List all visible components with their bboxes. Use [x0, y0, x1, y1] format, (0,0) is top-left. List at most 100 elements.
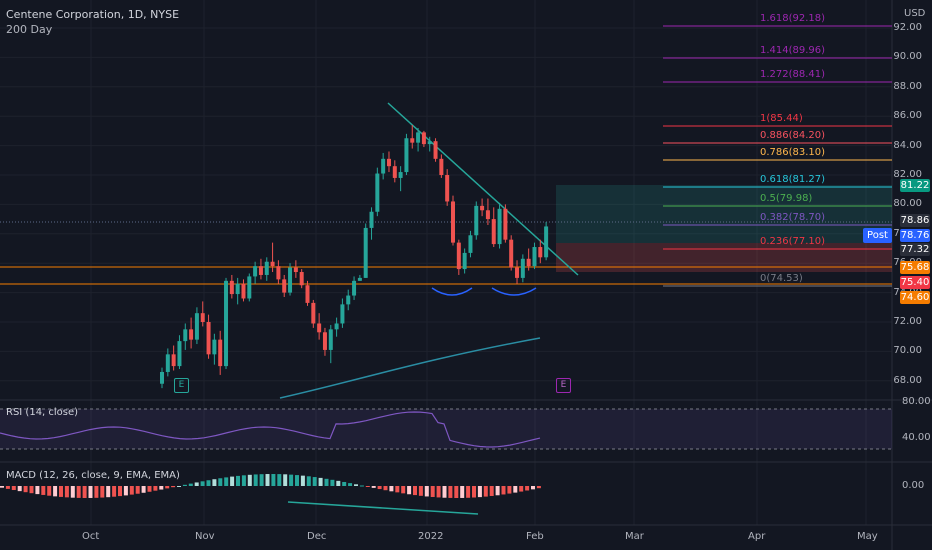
macd-histogram-bar — [129, 486, 134, 495]
rsi-axis-low: 40.00 — [902, 432, 931, 443]
price-badge: 78.86 — [900, 214, 930, 227]
candle-body — [532, 247, 537, 267]
macd-histogram-bar — [454, 486, 459, 498]
candle-body — [253, 266, 258, 277]
fib-label: 0.886(84.20) — [760, 130, 826, 141]
macd-histogram-bar — [389, 486, 394, 492]
time-axis-label: May — [857, 531, 878, 542]
macd-histogram-bar — [41, 486, 46, 495]
macd-histogram-bar — [519, 486, 524, 492]
candle-body — [189, 329, 194, 340]
candle-body — [381, 158, 386, 174]
macd-histogram-bar — [64, 486, 69, 498]
candle-body — [357, 277, 362, 281]
earnings-marker[interactable]: E — [174, 378, 189, 393]
macd-histogram-bar — [495, 486, 500, 496]
candle-body — [375, 173, 380, 212]
time-axis-label: Dec — [307, 531, 327, 542]
symbol-title[interactable]: Centene Corporation, 1D, NYSE — [6, 8, 180, 21]
candle-body — [538, 247, 543, 258]
fib-label: 1.618(92.18) — [760, 13, 826, 24]
target-zone — [556, 185, 892, 243]
macd-histogram-bar — [200, 481, 205, 486]
price-badge: 81.22 — [900, 179, 930, 192]
price-axis-label: 82.00 — [893, 169, 922, 180]
macd-histogram-bar — [507, 486, 512, 494]
macd-histogram-bar — [188, 483, 193, 486]
candle-body — [200, 313, 205, 322]
macd-histogram-bar — [318, 477, 323, 486]
macd-histogram-bar — [230, 476, 235, 486]
price-axis-label: 70.00 — [893, 345, 922, 357]
macd-histogram-bar — [23, 486, 28, 493]
macd-histogram-bar — [35, 486, 40, 495]
macd-histogram-bar — [483, 486, 488, 497]
macd-histogram-bar — [11, 486, 16, 491]
macd-histogram-bar — [442, 486, 447, 498]
macd-histogram-bar — [283, 474, 288, 486]
candle-body — [515, 267, 520, 278]
earnings-marker-upcoming[interactable]: E — [556, 378, 571, 393]
time-axis-label: 2022 — [418, 531, 444, 542]
price-axis-label: 88.00 — [893, 80, 922, 92]
candle-body — [392, 166, 397, 178]
macd-histogram-bar — [82, 486, 87, 498]
macd-histogram-bar — [342, 481, 347, 486]
candle-body — [386, 158, 391, 167]
price-badge: 74.60 — [900, 291, 930, 304]
candle-body — [270, 261, 275, 267]
indicator-label[interactable]: 200 Day — [6, 23, 53, 36]
macd-histogram-bar — [88, 486, 93, 498]
candle-body — [346, 295, 351, 305]
fib-label: 1.272(88.41) — [760, 69, 826, 80]
macd-histogram-bar — [112, 486, 117, 497]
macd-histogram-bar — [194, 482, 199, 486]
macd-histogram-bar — [123, 486, 128, 496]
candle-body — [456, 242, 461, 270]
macd-histogram-bar — [359, 485, 364, 487]
candle-body — [299, 272, 304, 286]
fib-label: 0.786(83.10) — [760, 147, 826, 158]
rsi-title[interactable]: RSI (14, close) — [6, 407, 79, 418]
macd-histogram-bar — [395, 486, 400, 493]
macd-histogram-bar — [17, 486, 22, 492]
macd-histogram-bar — [224, 477, 229, 486]
candle-body — [462, 252, 467, 270]
macd-histogram-bar — [265, 474, 270, 486]
fib-label: 0.5(79.98) — [760, 193, 813, 204]
macd-histogram-bar — [525, 486, 530, 491]
macd-histogram-bar — [135, 486, 140, 494]
macd-histogram-bar — [241, 475, 246, 486]
fib-label: 1.414(89.96) — [760, 45, 826, 56]
macd-histogram-bar — [165, 486, 170, 489]
candle-body — [224, 280, 229, 367]
macd-histogram-bar — [424, 486, 429, 497]
stop-zone — [556, 243, 892, 272]
macd-histogram-bar — [218, 478, 223, 486]
candle-body — [398, 172, 403, 178]
macd-title[interactable]: MACD (12, 26, close, 9, EMA, EMA) — [6, 470, 180, 481]
pattern-arc — [431, 287, 473, 296]
fib-label: 0.618(81.27) — [760, 174, 826, 185]
macd-histogram-bar — [513, 486, 518, 493]
time-axis-label: Oct — [82, 531, 100, 542]
candle-body — [322, 332, 327, 350]
ma-200-line — [279, 337, 541, 399]
price-axis-label: 84.00 — [893, 139, 922, 151]
macd-histogram-bar — [53, 486, 58, 497]
macd-histogram-bar — [289, 474, 294, 486]
candle-body — [497, 208, 502, 245]
macd-histogram-bar — [259, 474, 264, 486]
candle-body — [520, 258, 525, 278]
candle-body — [293, 267, 298, 273]
fib-label: 0.382(78.70) — [760, 212, 826, 223]
candle-body — [404, 138, 409, 173]
macd-histogram-bar — [212, 479, 217, 486]
time-axis-label: Mar — [625, 531, 644, 542]
candle-body — [160, 371, 164, 384]
candle-body — [468, 235, 473, 253]
time-axis-label: Nov — [195, 531, 215, 542]
macd-histogram-bar — [383, 486, 388, 491]
